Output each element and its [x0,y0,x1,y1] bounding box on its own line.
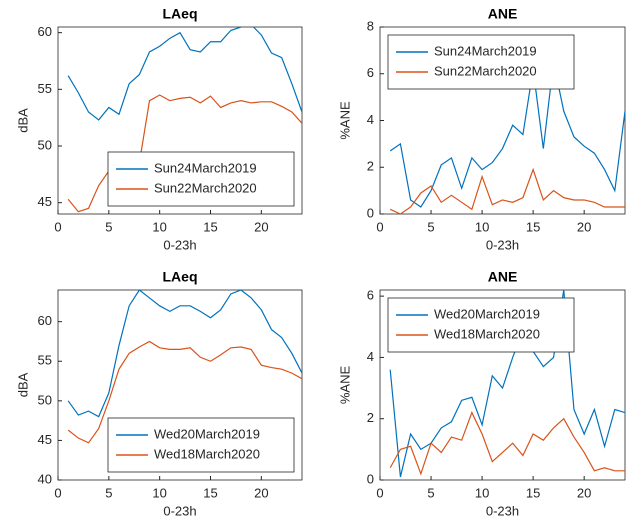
x-tick-label: 20 [254,219,268,234]
y-tick-label: 2 [367,159,374,174]
x-tick-label: 5 [105,485,112,500]
data-line [67,340,302,444]
data-line [389,411,625,476]
y-tick-label: 4 [367,112,374,127]
x-tick-label: 10 [475,219,489,234]
subplot: 0 5 10 15 20 45 50 55 60 LAeq 0-23h dBA Sun24March20… [15,6,303,252]
y-tick-label: 60 [38,313,52,328]
legend-label: Sun24March2019 [154,160,257,175]
data-line [389,61,625,208]
subplot: 0 5 10 15 20 40 45 50 55 60 LAeq 0-23h dBA Wed20March… [15,269,303,518]
chart-title: LAeq [163,269,198,285]
y-tick-label: 8 [367,18,374,33]
x-tick-label: 10 [152,485,166,500]
legend-box [387,297,575,353]
chart-title: ANE [488,269,518,285]
data-line [389,167,625,214]
y-tick-label: 40 [38,471,52,486]
y-axis-label: %ANE [337,366,352,405]
y-tick-label: 6 [367,288,374,303]
legend-label: Wed18March2020 [434,326,540,341]
y-tick-label: 50 [38,137,52,152]
y-tick-label: 0 [367,205,374,220]
y-tick-label: 55 [38,353,52,368]
x-tick-label: 10 [475,485,489,500]
x-tick-label: 15 [526,485,540,500]
x-tick-label: 0 [54,219,61,234]
x-tick-label: 15 [526,219,540,234]
data-line [67,94,302,213]
legend-box [107,151,295,207]
chart-title: LAeq [163,6,198,22]
x-axis-label: 0-23h [486,237,519,252]
x-tick-label: 5 [427,485,434,500]
x-axis-label: 0-23h [163,237,196,252]
legend: Sun24March2019 Sun22March2020 [107,151,295,207]
legend: Sun24March2019 Sun22March2020 [387,34,575,90]
x-tick-label: 20 [254,485,268,500]
y-tick-label: 6 [367,65,374,80]
x-tick-label: 5 [105,219,112,234]
legend: Wed20March2019 Wed18March2020 [387,297,575,353]
legend: Wed20March2019 Wed18March2020 [107,417,295,473]
legend-label: Sun22March2020 [434,63,537,78]
y-tick-label: 55 [38,81,52,96]
y-tick-label: 45 [38,432,52,447]
legend-label: Wed20March2019 [434,306,540,321]
legend-label: Wed18March2020 [154,446,260,461]
x-tick-label: 0 [54,485,61,500]
y-axis-label: %ANE [337,101,352,140]
subplot: 0 5 10 15 200246ANE0-23h%ANEWed20March2019We… [337,269,626,518]
x-tick-label: 5 [427,219,434,234]
data-line [67,27,302,121]
data-line [389,290,625,478]
x-tick-label: 0 [376,485,383,500]
x-tick-label: 10 [152,219,166,234]
y-tick-label: 0 [367,471,374,486]
y-tick-label: 2 [367,410,374,425]
legend-label: Wed20March2019 [154,426,260,441]
y-tick-label: 45 [38,194,52,209]
x-tick-label: 0 [376,219,383,234]
y-axis-label: dBA [15,372,30,397]
data-line [67,290,302,418]
chart-title: ANE [488,6,518,22]
legend-box [107,417,295,473]
x-tick-label: 20 [577,485,591,500]
x-axis-label: 0-23h [163,503,196,518]
legend-label: Sun22March2020 [154,180,257,195]
x-tick-label: 15 [203,485,217,500]
y-axis-label: dBA [15,108,30,133]
y-tick-label: 4 [367,349,374,364]
subplot: 0 5 10 15 2002468ANE0-23h%ANESun24March2019S… [337,6,626,252]
x-tick-label: 20 [577,219,591,234]
legend-box [387,34,575,90]
x-axis-label: 0-23h [486,503,519,518]
legend-label: Sun24March2019 [434,43,537,58]
y-tick-label: 50 [38,392,52,407]
x-tick-label: 15 [203,219,217,234]
y-tick-label: 60 [38,24,52,39]
